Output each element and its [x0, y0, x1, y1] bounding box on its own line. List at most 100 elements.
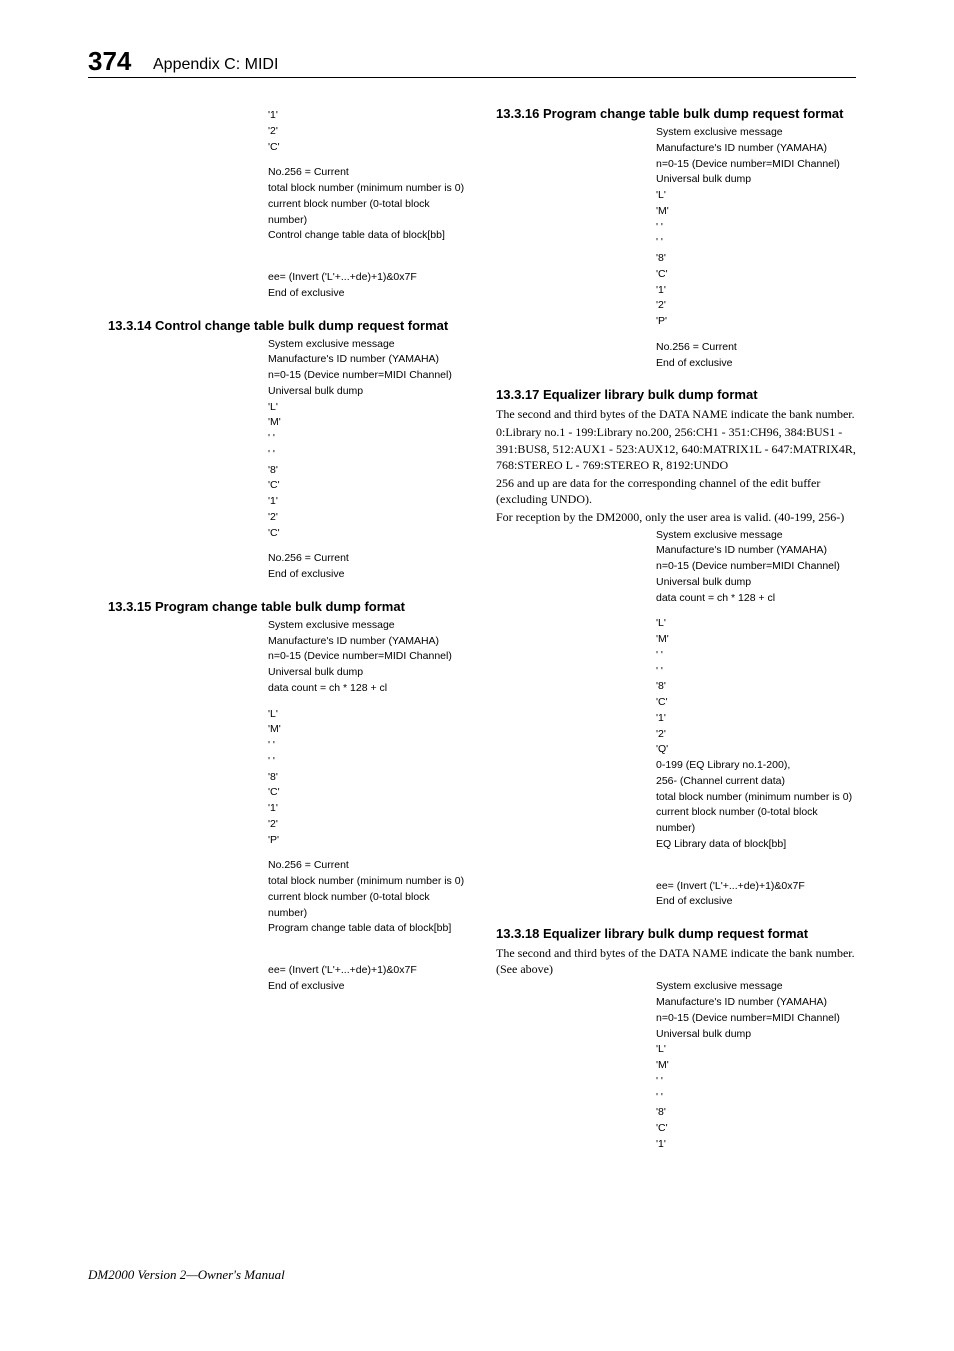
sec-13-3-15: 13.3.15 Program change table bulk dump f…: [108, 599, 468, 995]
spec-line: '2': [268, 510, 468, 526]
spec-line: EQ Library data of block[bb]: [656, 837, 856, 853]
spec-line: 'M': [656, 632, 856, 648]
spec-line: Universal bulk dump: [268, 665, 468, 681]
body-13-3-17-a: The second and third bytes of the DATA N…: [496, 406, 856, 422]
spec-line: System exclusive message: [656, 125, 856, 141]
spec-line: 'P': [656, 314, 856, 330]
spec-line: 'M': [656, 1058, 856, 1074]
body-13-3-17-d: For reception by the DM2000, only the us…: [496, 509, 856, 525]
spec-line: ' ': [656, 1090, 856, 1106]
spec-line: '2': [268, 124, 468, 140]
spec-line: 'P': [268, 833, 468, 849]
spec-line: 'L': [656, 1042, 856, 1058]
spec-line: End of exclusive: [656, 894, 856, 910]
spec-line: Program change table data of block[bb]: [268, 921, 468, 937]
spec-line: 256- (Channel current data): [656, 774, 856, 790]
spec-line: System exclusive message: [268, 337, 468, 353]
spec-line: '2': [656, 727, 856, 743]
spec-line: current block number (0-total block numb…: [656, 805, 856, 837]
spec-line: '2': [656, 298, 856, 314]
spec-line: n=0-15 (Device number=MIDI Channel): [268, 368, 468, 384]
spec-line: End of exclusive: [268, 286, 468, 302]
spec-line: 'C': [656, 695, 856, 711]
spec-line: ' ': [656, 664, 856, 680]
spec-line: 'C': [656, 1121, 856, 1137]
sec-13-3-16: 13.3.16 Program change table bulk dump r…: [496, 106, 856, 371]
spec-line: '8': [656, 1105, 856, 1121]
heading-13-3-15: 13.3.15 Program change table bulk dump f…: [108, 599, 468, 614]
spec-line: 'L': [656, 188, 856, 204]
spec-line: Manufacture's ID number (YAMAHA): [656, 543, 856, 559]
body-content: '1' '2' 'C' No.256 = Current total block…: [108, 106, 856, 1226]
heading-13-3-16: 13.3.16 Program change table bulk dump r…: [496, 106, 856, 121]
spec-line: No.256 = Current: [268, 165, 468, 181]
spec-line: Universal bulk dump: [656, 172, 856, 188]
spec-line: n=0-15 (Device number=MIDI Channel): [268, 649, 468, 665]
spec-line: ' ': [656, 1074, 856, 1090]
heading-13-3-14: 13.3.14 Control change table bulk dump r…: [108, 318, 468, 333]
spec-line: 'C': [268, 785, 468, 801]
body-13-3-17-c: 256 and up are data for the correspondin…: [496, 475, 856, 507]
spec-line: 0-199 (EQ Library no.1-200),: [656, 758, 856, 774]
header-rule: [88, 77, 856, 78]
spec-line: No.256 = Current: [268, 858, 468, 874]
spec-line: n=0-15 (Device number=MIDI Channel): [656, 157, 856, 173]
spec-line: No.256 = Current: [268, 551, 468, 567]
spec-line: Manufacture's ID number (YAMAHA): [268, 352, 468, 368]
spec-line: 'M': [268, 415, 468, 431]
spec-line: 'L': [268, 400, 468, 416]
spec-line: '8': [268, 463, 468, 479]
sec-13-3-17: 13.3.17 Equalizer library bulk dump form…: [496, 387, 856, 910]
spec-line: 'C': [268, 526, 468, 542]
spec-line: '8': [656, 679, 856, 695]
spec-line: current block number (0-total block numb…: [268, 197, 468, 229]
spec-line: System exclusive message: [656, 979, 856, 995]
spec-line: Manufacture's ID number (YAMAHA): [268, 634, 468, 650]
spec-line: '2': [268, 817, 468, 833]
spec-line: n=0-15 (Device number=MIDI Channel): [656, 1011, 856, 1027]
page-number: 374: [88, 46, 131, 77]
spec-line: 'Q': [656, 742, 856, 758]
spec-line: ee= (Invert ('L'+...+de)+1)&0x7F: [268, 270, 468, 286]
spec-line: '1': [656, 711, 856, 727]
spec-line: '1': [268, 801, 468, 817]
spec-line: total block number (minimum number is 0): [268, 181, 468, 197]
spec-line: data count = ch * 128 + cl: [656, 591, 856, 607]
spec-line: System exclusive message: [268, 618, 468, 634]
sec-13-3-14: 13.3.14 Control change table bulk dump r…: [108, 318, 468, 583]
body-13-3-17-b: 0:Library no.1 - 199:Library no.200, 256…: [496, 424, 856, 473]
spec-line: ee= (Invert ('L'+...+de)+1)&0x7F: [268, 963, 468, 979]
spec-line: ' ': [656, 220, 856, 236]
spec-line: No.256 = Current: [656, 340, 856, 356]
spec-line: Universal bulk dump: [268, 384, 468, 400]
spec-line: ' ': [268, 447, 468, 463]
spec-line: Universal bulk dump: [656, 575, 856, 591]
spec-line: Control change table data of block[bb]: [268, 228, 468, 244]
heading-13-3-17: 13.3.17 Equalizer library bulk dump form…: [496, 387, 856, 402]
spec-line: 'M': [656, 204, 856, 220]
spec-line: '8': [656, 251, 856, 267]
sec-13-3-13-tail: '1' '2' 'C' No.256 = Current total block…: [108, 108, 468, 302]
spec-line: total block number (minimum number is 0): [268, 874, 468, 890]
spec-line: '1': [656, 1137, 856, 1153]
sec-13-3-18: 13.3.18 Equalizer library bulk dump requ…: [496, 926, 856, 1153]
spec-line: System exclusive message: [656, 528, 856, 544]
spec-line: current block number (0-total block numb…: [268, 890, 468, 922]
running-header: Appendix C: MIDI: [153, 56, 278, 74]
spec-line: n=0-15 (Device number=MIDI Channel): [656, 559, 856, 575]
spec-line: total block number (minimum number is 0): [656, 790, 856, 806]
spec-line: ' ': [268, 431, 468, 447]
spec-line: End of exclusive: [656, 356, 856, 372]
spec-line: 'M': [268, 722, 468, 738]
spec-line: 'L': [656, 616, 856, 632]
spec-line: '1': [656, 283, 856, 299]
spec-line: Manufacture's ID number (YAMAHA): [656, 141, 856, 157]
spec-line: '1': [268, 494, 468, 510]
spec-line: Universal bulk dump: [656, 1027, 856, 1043]
spec-line: '1': [268, 108, 468, 124]
spec-line: '8': [268, 770, 468, 786]
spec-line: Manufacture's ID number (YAMAHA): [656, 995, 856, 1011]
footer: DM2000 Version 2—Owner's Manual: [88, 1267, 285, 1283]
spec-line: ' ': [656, 235, 856, 251]
spec-line: data count = ch * 128 + cl: [268, 681, 468, 697]
